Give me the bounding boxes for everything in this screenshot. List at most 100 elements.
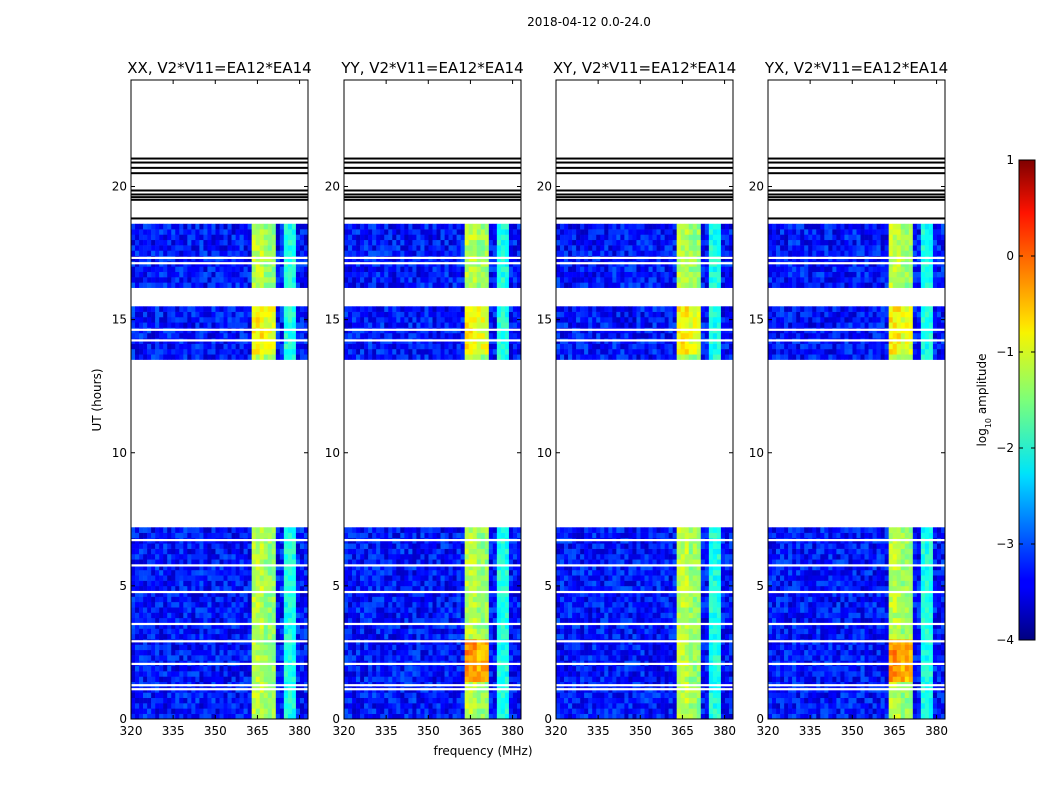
panel-title-xy: XY, V2*V11=EA12*EA14 (553, 59, 736, 77)
flag-line (556, 217, 733, 220)
panels: XX, V2*V11=EA12*EA14 320 335 350 365 380 0 5 10 1… (112, 59, 948, 738)
y-tick-label: 10 (537, 446, 552, 460)
flag-gap (768, 684, 945, 687)
flag-line (556, 196, 733, 199)
flag-gap (344, 328, 521, 331)
flag-line (131, 166, 308, 169)
flag-gap (131, 590, 308, 594)
flag-line (131, 198, 308, 201)
y-tick-label: 0 (332, 712, 340, 726)
flag-gap (768, 328, 945, 331)
y-tick-label: 20 (112, 180, 127, 194)
x-tick-label: 350 (204, 724, 227, 738)
x-tick-label: 320 (545, 724, 568, 738)
y-tick-label: 10 (325, 446, 340, 460)
flag-line (768, 172, 945, 175)
panel-frame (767, 79, 946, 720)
flag-line (131, 196, 308, 199)
x-tick-label: 365 (246, 724, 269, 738)
flag-line (344, 189, 521, 192)
y-tick-label: 5 (119, 579, 127, 593)
spectrogram-yx (768, 223, 946, 720)
colorbar-label-sub: 10 (984, 418, 993, 428)
flag-line (131, 189, 308, 192)
flag-line (556, 172, 733, 175)
flag-gap (344, 688, 521, 691)
flag-line (768, 217, 945, 220)
y-tick-label: 15 (537, 313, 552, 327)
x-tick-label: 380 (501, 724, 524, 738)
colorbar-tick-label: −1 (996, 345, 1014, 359)
flag-line (344, 198, 521, 201)
panel-yy: YY, V2*V11=EA12*EA14 320 335 350 365 380 0 5 10 1… (325, 59, 524, 738)
y-tick-label: 15 (749, 313, 764, 327)
y-tick-label: 0 (119, 712, 127, 726)
flag-line (768, 166, 945, 169)
flag-gap (131, 262, 308, 265)
panel-title-yx: YX, V2*V11=EA12*EA14 (764, 59, 948, 77)
colorbar-tick-label: −2 (996, 441, 1014, 455)
colorbar-label-main: log (975, 428, 989, 446)
x-tick-label: 365 (459, 724, 482, 738)
colorbar-label-rest: amplitude (975, 354, 989, 418)
flag-gap (768, 662, 945, 666)
panel-xy: XY, V2*V11=EA12*EA14 320 335 350 365 380 0 5 10 1… (537, 59, 736, 738)
colorbar-tick-label: −3 (996, 537, 1014, 551)
y-tick-label: 5 (332, 579, 340, 593)
flag-gap (344, 339, 521, 342)
panel-frame (343, 79, 522, 720)
colorbar-tick-label: 0 (1006, 249, 1014, 263)
flag-gap (344, 662, 521, 666)
colorbar-label: log10 amplitude (975, 354, 993, 447)
flag-line (556, 157, 733, 160)
flag-line (768, 161, 945, 164)
y-tick-label: 0 (544, 712, 552, 726)
x-tick-label: 350 (629, 724, 652, 738)
flag-line (344, 166, 521, 169)
colorbar: 10−1−2−3−4 log10 amplitude (975, 153, 1036, 647)
panel-xx: XX, V2*V11=EA12*EA14 320 335 350 365 380 0 5 10 1… (112, 59, 312, 738)
flag-line (344, 217, 521, 220)
flag-line (131, 157, 308, 160)
flag-gap (768, 339, 945, 342)
figure-suptitle: 2018-04-12 0.0-24.0 (527, 15, 651, 29)
flag-line (131, 193, 308, 196)
flag-line (556, 193, 733, 196)
flag-gap (768, 262, 945, 265)
flag-gap (344, 256, 521, 259)
flag-gap (344, 564, 521, 567)
flag-gap (556, 684, 733, 687)
flag-gap (344, 539, 521, 542)
flag-gap (131, 622, 308, 626)
flag-gap (131, 688, 308, 691)
flag-gap (556, 564, 733, 567)
flag-gap (131, 339, 308, 342)
y-tick-label: 5 (756, 579, 764, 593)
flag-gap (131, 564, 308, 567)
panel-title-yy: YY, V2*V11=EA12*EA14 (340, 59, 523, 77)
flag-line (768, 189, 945, 192)
spectrogram-xx (131, 223, 309, 720)
flag-gap (344, 640, 521, 643)
flag-gap (344, 590, 521, 594)
flag-gap (556, 590, 733, 594)
y-tick-label: 10 (749, 446, 764, 460)
y-tick-label: 15 (112, 313, 127, 327)
flag-gap (768, 564, 945, 567)
flag-gap (131, 328, 308, 331)
flag-line (344, 196, 521, 199)
x-axis-label: frequency (MHz) (433, 744, 532, 758)
x-tick-label: 380 (713, 724, 736, 738)
flag-gap (768, 539, 945, 542)
x-tick-label: 320 (120, 724, 143, 738)
x-tick-label: 335 (587, 724, 610, 738)
colorbar-ticks: 1 0 −1 −2 −3 −4 (996, 153, 1035, 647)
y-tick-label: 5 (544, 579, 552, 593)
flag-line (556, 189, 733, 192)
x-tick-label: 365 (671, 724, 694, 738)
flag-gap (344, 262, 521, 265)
x-tick-label: 380 (925, 724, 948, 738)
panel-frame (555, 79, 734, 720)
y-tick-label: 15 (325, 313, 340, 327)
flag-line (556, 198, 733, 201)
